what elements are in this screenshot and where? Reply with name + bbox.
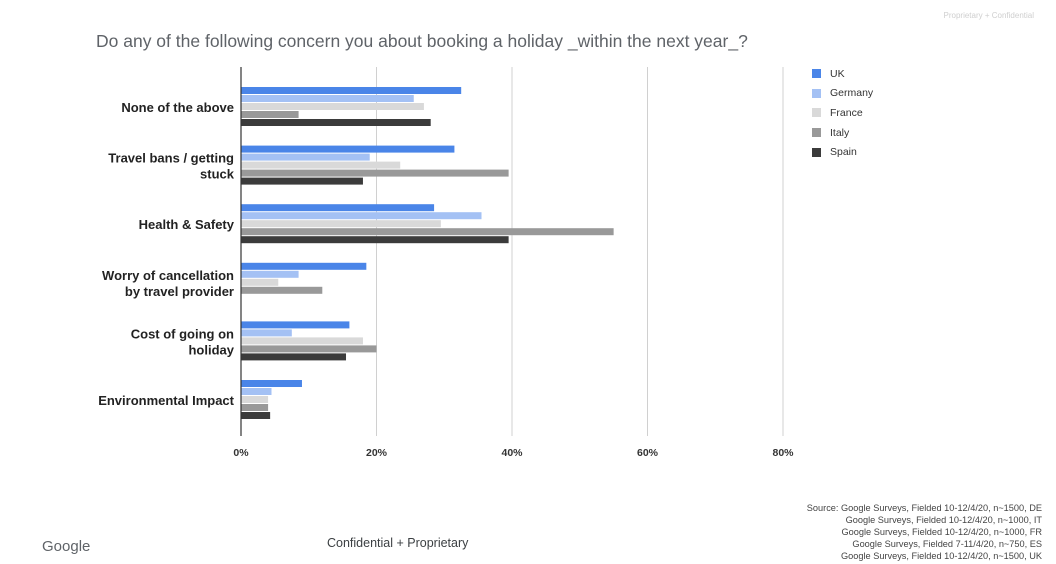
bar-spain-1 xyxy=(241,119,431,126)
bar-france-6 xyxy=(241,396,269,403)
legend-item-france: France xyxy=(812,103,873,123)
legend-label: Spain xyxy=(830,146,857,159)
legend-item-spain: Spain xyxy=(812,142,873,162)
bar-italy-5 xyxy=(241,345,377,353)
bar-italy-6 xyxy=(241,404,269,411)
category-label: None of the above xyxy=(121,100,234,115)
x-tick-label: 0% xyxy=(233,447,249,459)
bar-italy-2 xyxy=(241,169,509,177)
bar-uk-3 xyxy=(241,204,435,212)
bar-uk-4 xyxy=(241,262,367,270)
bar-uk-6 xyxy=(241,380,302,387)
bar-germany-1 xyxy=(241,95,414,102)
legend-item-germany: Germany xyxy=(812,84,873,104)
bar-germany-2 xyxy=(241,153,370,161)
source-line: Google Surveys, Fielded 10-12/4/20, n~15… xyxy=(841,551,1042,561)
bar-germany-6 xyxy=(241,388,272,395)
legend-label: France xyxy=(830,106,863,119)
legend-swatch xyxy=(812,69,821,79)
source-note: Source: Google Surveys, Fielded 10-12/4/… xyxy=(807,502,1042,562)
category-label: Cost of going on holiday xyxy=(131,326,235,357)
legend-label: UK xyxy=(830,67,845,80)
category-label: Health & Safety xyxy=(139,217,235,232)
bar-france-4 xyxy=(241,278,279,286)
bar-spain-3 xyxy=(241,236,509,244)
google-logo: Google xyxy=(42,538,91,555)
footer-confidential: Confidential + Proprietary xyxy=(327,536,469,550)
x-tick-label: 80% xyxy=(772,447,794,459)
legend-item-italy: Italy xyxy=(812,123,873,143)
x-tick-label: 60% xyxy=(637,447,659,459)
bar-spain-2 xyxy=(241,177,363,185)
legend-swatch xyxy=(812,128,821,138)
x-tick-label: 40% xyxy=(501,447,523,459)
bar-france-1 xyxy=(241,103,424,110)
source-line: Google Surveys, Fielded 10-12/4/20, n~10… xyxy=(841,527,1042,537)
bar-uk-2 xyxy=(241,145,455,153)
category-label: Travel bans / getting stuck xyxy=(108,151,234,182)
chart-title: Do any of the following concern you abou… xyxy=(96,31,748,51)
legend-swatch xyxy=(812,147,821,157)
bar-italy-4 xyxy=(241,286,323,294)
bar-germany-3 xyxy=(241,212,482,220)
bar-italy-1 xyxy=(241,111,299,118)
chart-legend: UK Germany France Italy Spain xyxy=(812,64,873,162)
legend-swatch xyxy=(812,88,821,98)
legend-item-uk: UK xyxy=(812,64,873,84)
legend-label: Germany xyxy=(830,87,874,100)
bar-germany-4 xyxy=(241,270,299,278)
category-label: Worry of cancellation by travel provider xyxy=(102,268,234,299)
bar-france-5 xyxy=(241,337,363,345)
source-line: Google Surveys, Fielded 10-12/4/20, n~10… xyxy=(845,515,1042,525)
confidential-tag: Proprietary + Confidential xyxy=(943,11,1035,20)
category-label: Environmental Impact xyxy=(98,393,234,408)
bar-germany-5 xyxy=(241,329,292,337)
bar-france-3 xyxy=(241,220,441,228)
bar-uk-5 xyxy=(241,321,350,329)
bar-france-2 xyxy=(241,161,401,169)
legend-swatch xyxy=(812,108,821,118)
source-line: Source: Google Surveys, Fielded 10-12/4/… xyxy=(806,503,1042,513)
bar-chart: 0% 20% 40% 60% 80% None of the above Travel ba… xyxy=(98,67,794,459)
bar-uk-1 xyxy=(241,87,462,94)
legend-label: Italy xyxy=(830,126,850,139)
bar-spain-5 xyxy=(241,353,347,361)
source-line: Google Surveys, Fielded 7-11/4/20, n~750… xyxy=(852,539,1042,549)
bar-spain-6 xyxy=(241,412,271,419)
bar-italy-3 xyxy=(241,228,614,236)
x-tick-label: 20% xyxy=(366,447,388,459)
